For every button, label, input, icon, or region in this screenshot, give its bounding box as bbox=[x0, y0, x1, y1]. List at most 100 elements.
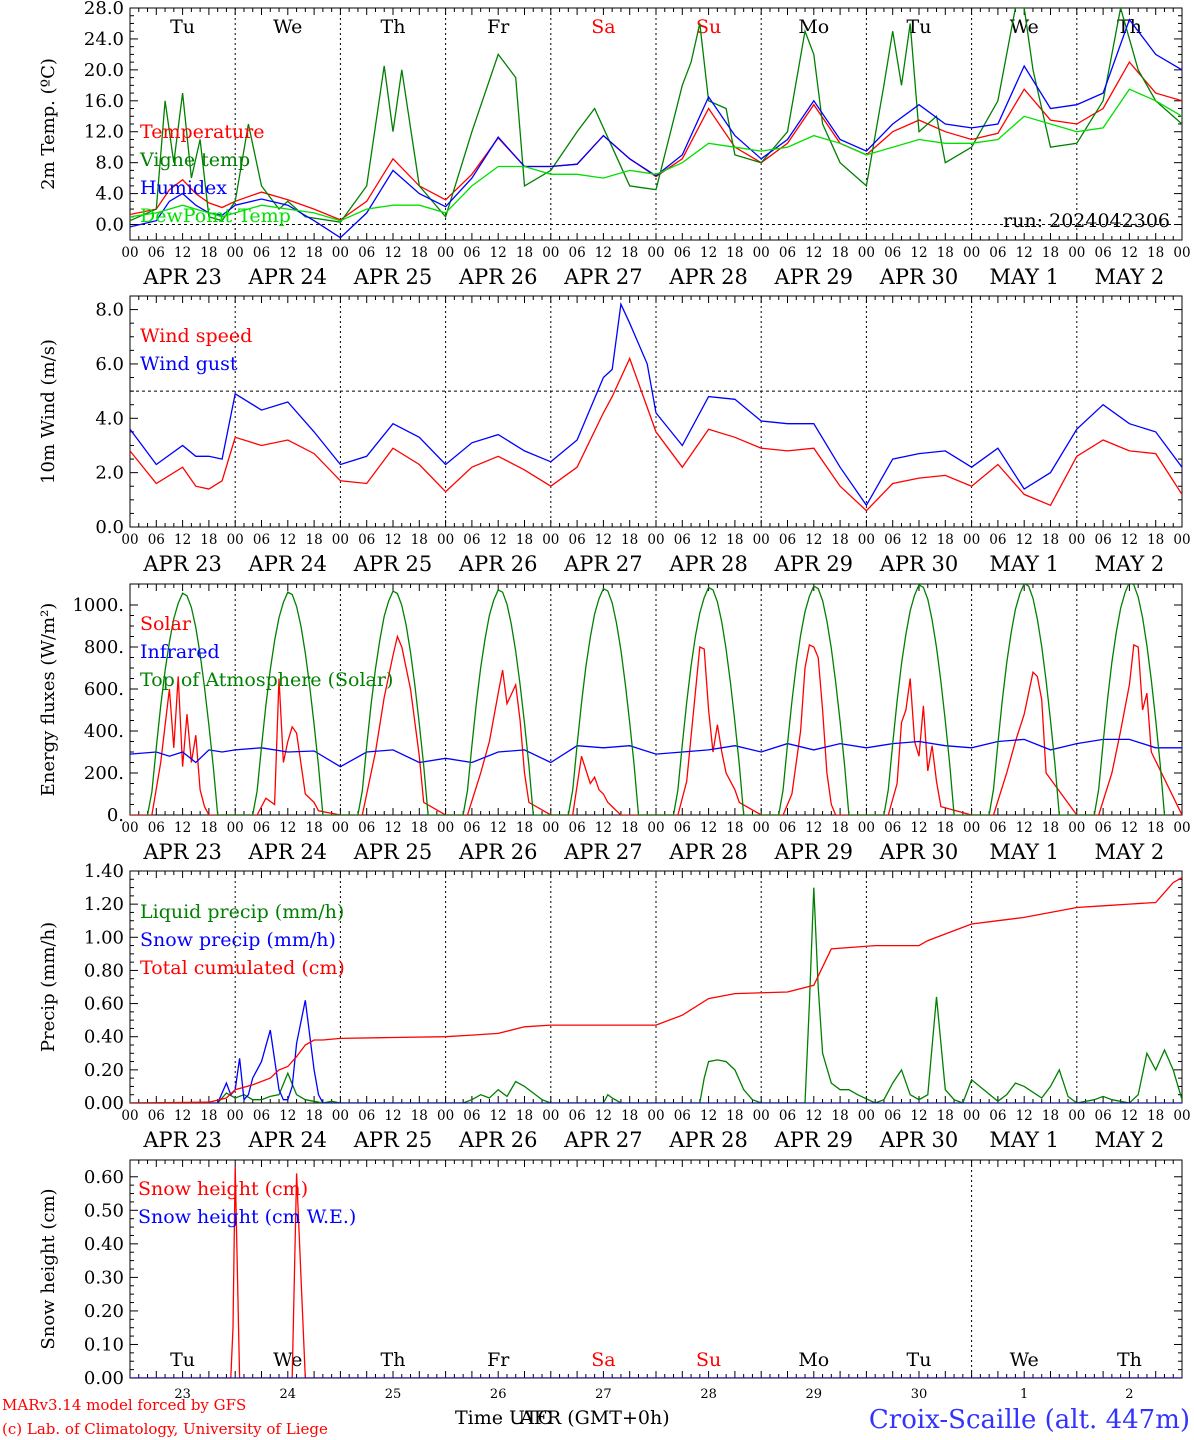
x-hour-label: 18 bbox=[937, 532, 954, 548]
x-hour-label: 00 bbox=[227, 820, 244, 836]
x-hour-label: 18 bbox=[516, 1108, 533, 1124]
x-hour-label: 12 bbox=[279, 1108, 296, 1124]
weekday-label: Th bbox=[1117, 1349, 1142, 1371]
x-day-label: MAY 2 bbox=[1095, 552, 1165, 576]
x-day-label: APR 26 bbox=[458, 1128, 538, 1152]
x-hour-label: 00 bbox=[437, 1108, 454, 1124]
x-hour-label: 18 bbox=[516, 820, 533, 836]
x-hour-label: 06 bbox=[358, 820, 375, 836]
x-day-label: APR 30 bbox=[879, 552, 959, 576]
x-hour-label: 12 bbox=[1016, 532, 1033, 548]
panel-energy: 0. 200. 400. 600. 800. 1000. Energy fluxes (W/… bbox=[38, 583, 1191, 864]
y-axis-title: Precip (mm/h) bbox=[38, 922, 59, 1052]
x-day-label: MAY 1 bbox=[989, 552, 1059, 576]
x-hour-label: 12 bbox=[1121, 820, 1138, 836]
x-hour-label: 12 bbox=[595, 532, 612, 548]
x-hour-label: 18 bbox=[1147, 820, 1164, 836]
x-hour-label: 06 bbox=[884, 1108, 901, 1124]
x-hour-label: 18 bbox=[832, 1108, 849, 1124]
x-hour-label: 06 bbox=[779, 820, 796, 836]
x-hour-label: 06 bbox=[674, 245, 691, 261]
weekday-label: We bbox=[273, 16, 302, 38]
x-hour-label: 18 bbox=[411, 532, 428, 548]
x-day-label: APR 29 bbox=[774, 1128, 854, 1152]
y-tick-label: 0. bbox=[107, 805, 124, 826]
x-hour-label: 12 bbox=[279, 532, 296, 548]
x-hour-label: 18 bbox=[726, 820, 743, 836]
x-hour-label: 06 bbox=[358, 245, 375, 261]
y-tick-label: 2.0 bbox=[95, 463, 124, 484]
x-hour-label: 06 bbox=[989, 1108, 1006, 1124]
x-hour-label: 06 bbox=[569, 245, 586, 261]
y-tick-label: 0.60 bbox=[84, 1167, 124, 1188]
panel-precip: 0.00 0.20 0.40 0.60 0.80 1.00 1.20 1.40 Precip (… bbox=[38, 861, 1191, 1152]
x-hour-label: 06 bbox=[884, 532, 901, 548]
y-tick-label: 16.0 bbox=[84, 91, 124, 112]
x-hour-label: 00 bbox=[332, 532, 349, 548]
x-hour-label: 18 bbox=[832, 245, 849, 261]
x-day-number: 2 bbox=[1125, 1387, 1133, 1402]
footer-lab: (c) Lab. of Climatology, University of L… bbox=[2, 1420, 328, 1438]
x-day-number: 26 bbox=[490, 1387, 507, 1402]
legend-entry: Liquid precip (mm/h) bbox=[140, 901, 344, 923]
x-hour-label: 18 bbox=[1042, 532, 1059, 548]
x-hour-label: 18 bbox=[306, 1108, 323, 1124]
legend-entry: Humidex bbox=[140, 177, 227, 199]
y-tick-label: 0.40 bbox=[84, 1027, 124, 1048]
x-hour-label: 06 bbox=[779, 245, 796, 261]
x-hour-label: 00 bbox=[121, 1108, 138, 1124]
x-hour-label: 12 bbox=[910, 820, 927, 836]
x-day-label: MAY 1 bbox=[989, 840, 1059, 864]
x-hour-label: 00 bbox=[542, 245, 559, 261]
x-hour-label: 00 bbox=[858, 1108, 875, 1124]
series-line-top-of-atmosphere-solar- bbox=[146, 584, 1166, 815]
x-hour-label: 12 bbox=[279, 820, 296, 836]
x-hour-label: 00 bbox=[647, 532, 664, 548]
x-hour-label: 06 bbox=[148, 245, 165, 261]
x-hour-label: 18 bbox=[411, 820, 428, 836]
y-axis-title: 2m Temp. (ºC) bbox=[38, 58, 59, 190]
weekday-label: Tu bbox=[170, 16, 195, 38]
time-axis-label-utc: Time UTC bbox=[455, 1407, 552, 1429]
x-day-label: APR 23 bbox=[142, 1128, 222, 1152]
x-hour-label: 06 bbox=[463, 1108, 480, 1124]
x-day-label: MAY 2 bbox=[1095, 840, 1165, 864]
x-hour-label: 18 bbox=[621, 532, 638, 548]
x-hour-label: 18 bbox=[411, 245, 428, 261]
x-hour-label: 06 bbox=[1095, 820, 1112, 836]
x-hour-label: 06 bbox=[884, 245, 901, 261]
y-tick-label: 12.0 bbox=[84, 122, 124, 143]
legend-entry: Snow height (cm) bbox=[138, 1178, 308, 1200]
x-hour-label: 12 bbox=[384, 245, 401, 261]
y-tick-label: 4.0 bbox=[95, 184, 124, 205]
x-hour-label: 06 bbox=[989, 532, 1006, 548]
x-hour-label: 12 bbox=[910, 532, 927, 548]
x-hour-label: 00 bbox=[963, 532, 980, 548]
x-hour-label: 12 bbox=[595, 820, 612, 836]
x-hour-label: 18 bbox=[937, 820, 954, 836]
x-hour-label: 00 bbox=[227, 532, 244, 548]
x-hour-label: 18 bbox=[726, 1108, 743, 1124]
y-tick-label: 8.0 bbox=[95, 300, 124, 321]
x-hour-label: 06 bbox=[1095, 532, 1112, 548]
weekday-label: Tu bbox=[170, 1349, 195, 1371]
x-day-label: APR 30 bbox=[879, 265, 959, 289]
x-hour-label: 12 bbox=[174, 245, 191, 261]
y-tick-label: 0.0 bbox=[95, 517, 124, 538]
x-hour-label: 00 bbox=[858, 532, 875, 548]
y-tick-label: 6.0 bbox=[95, 354, 124, 375]
x-hour-label: 00 bbox=[1068, 532, 1085, 548]
y-tick-label: 0.20 bbox=[84, 1301, 124, 1322]
x-hour-label: 06 bbox=[674, 1108, 691, 1124]
run-label: run: 2024042306 bbox=[1003, 210, 1170, 232]
series-line-solar bbox=[130, 634, 1182, 815]
x-hour-label: 00 bbox=[753, 532, 770, 548]
x-hour-label: 12 bbox=[490, 245, 507, 261]
x-hour-label: 06 bbox=[148, 820, 165, 836]
x-hour-label: 18 bbox=[306, 245, 323, 261]
x-day-number: 28 bbox=[700, 1387, 717, 1402]
y-tick-label: 28.0 bbox=[84, 0, 124, 19]
x-day-label: APR 26 bbox=[458, 552, 538, 576]
y-axis-title: Energy fluxes (W/m²) bbox=[38, 603, 59, 797]
x-hour-label: 12 bbox=[490, 820, 507, 836]
